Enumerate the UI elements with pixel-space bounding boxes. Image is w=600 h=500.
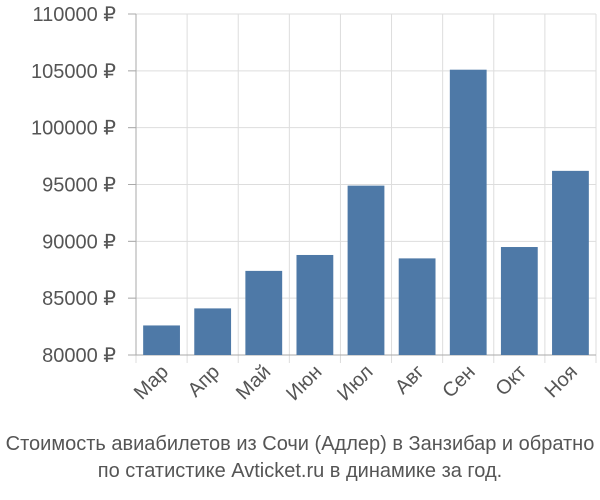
bars: [143, 69, 589, 356]
bar-2: [194, 308, 232, 355]
bar-3: [245, 270, 283, 355]
x-tick-label: Апр: [184, 361, 225, 402]
chart-caption-line-1: Стоимость авиабилетов из Сочи (Адлер) в …: [5, 433, 595, 455]
price-bar-chart: 80000 ₽ 85000 ₽ 90000 ₽ 95000 ₽ 100000 ₽ 1050…: [31, 4, 597, 405]
x-tick-label: Мар: [130, 361, 173, 404]
bar-1: [143, 325, 180, 355]
chart-caption-line-2: по статистике Avticket.ru в динамике за …: [97, 460, 503, 482]
x-tick-label: Окт: [491, 361, 530, 400]
bar-4: [296, 254, 334, 355]
y-tick-label: 95000 ₽: [42, 175, 116, 197]
x-tick-label: Июн: [282, 361, 326, 405]
x-tick-label: Июл: [333, 361, 377, 405]
x-tick-label: Ноя: [541, 361, 582, 402]
x-axis-labels: Мар Апр Май Июн Июл Авг Сен Окт Ноя: [130, 361, 582, 405]
x-tick-label: Май: [232, 361, 275, 404]
y-tick-label: 100000 ₽: [31, 118, 116, 140]
bar-9: [552, 170, 589, 355]
bar-5: [347, 185, 385, 355]
x-tick-label: Авг: [391, 361, 429, 399]
grid-lines: [128, 13, 597, 363]
y-tick-label: 90000 ₽: [42, 231, 116, 253]
bar-8: [500, 247, 538, 355]
y-tick-label: 85000 ₽: [42, 288, 116, 310]
y-tick-label: 110000 ₽: [32, 4, 116, 26]
y-tick-label: 80000 ₽: [42, 345, 116, 367]
y-axis-labels: 80000 ₽ 85000 ₽ 90000 ₽ 95000 ₽ 100000 ₽ 1050…: [31, 4, 116, 367]
bar-6: [398, 258, 436, 355]
bar-7: [449, 69, 487, 356]
y-tick-label: 105000 ₽: [31, 61, 116, 83]
x-tick-label: Сен: [438, 361, 479, 402]
